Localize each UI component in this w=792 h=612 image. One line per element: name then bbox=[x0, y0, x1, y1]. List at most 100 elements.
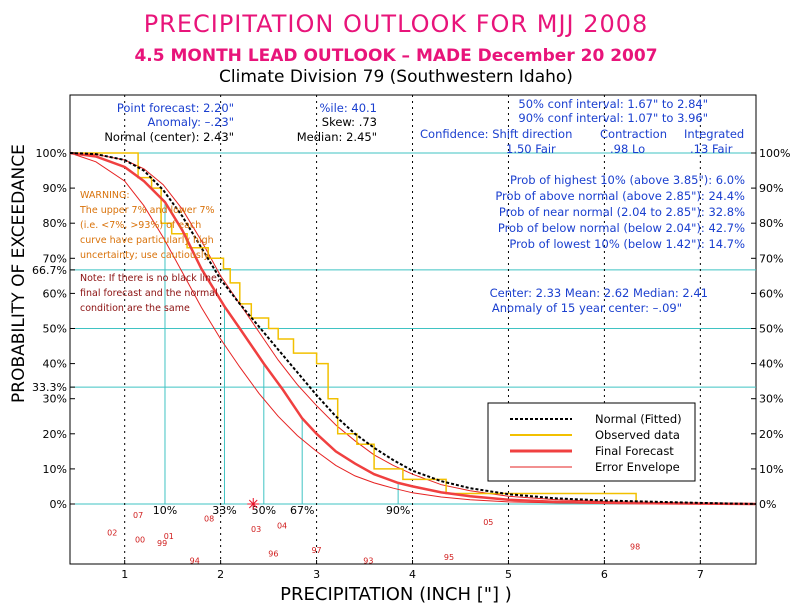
warning-line: curve have particularly high bbox=[80, 235, 214, 246]
note-text: Note: If there is no black line, final f… bbox=[80, 273, 220, 314]
error-envelope-lower-line bbox=[69, 152, 756, 505]
confidence-shift-label: Confidence: Shift direction bbox=[420, 127, 572, 141]
y-tick-label-right: 30% bbox=[759, 393, 783, 406]
warning-line: uncertainty; use cautiously. bbox=[80, 250, 211, 261]
note-line: final forecast and the normal bbox=[80, 288, 218, 299]
series-layer bbox=[69, 151, 757, 510]
prob-near: Prob of near normal (2.04 to 2.85"): 32.… bbox=[499, 205, 745, 219]
legend: Normal (Fitted) Observed data Final Fore… bbox=[487, 402, 696, 482]
conf-interval-90: 90% conf interval: 1.07" to 3.96" bbox=[518, 111, 708, 125]
point-forecast-marker bbox=[247, 498, 260, 510]
year-point-label: 05 bbox=[483, 518, 493, 527]
percentile: %ile: 40.1 bbox=[319, 101, 377, 115]
y-tick-label-left: 10% bbox=[43, 463, 67, 476]
year-point-label: 96 bbox=[268, 550, 278, 559]
year-point-label: 00 bbox=[135, 536, 145, 545]
x-tick-label: 7 bbox=[697, 568, 704, 581]
confidence-contraction-value: .98 Lo bbox=[610, 142, 645, 156]
y-tick-label-right: 100% bbox=[759, 147, 790, 160]
chart-subtitle: 4.5 MONTH LEAD OUTLOOK – MADE December 2… bbox=[134, 46, 658, 66]
warning-line: The upper 7% and lower 7% bbox=[79, 205, 215, 216]
year-point-label: 98 bbox=[630, 543, 640, 552]
climate-division: Climate Division 79 (Southwestern Idaho) bbox=[219, 67, 573, 87]
year-point-label: 01 bbox=[164, 532, 174, 541]
error-envelope-upper-line bbox=[69, 152, 757, 505]
year-point-label: 95 bbox=[444, 553, 454, 562]
year-point-label: 03 bbox=[251, 525, 261, 534]
x-tick-label: 2 bbox=[217, 568, 224, 581]
anomaly: Anomaly: –.23" bbox=[148, 115, 234, 129]
y-tick-label-right: 90% bbox=[759, 182, 783, 195]
warning-line: (i.e. <7%, >93%) of each bbox=[80, 220, 201, 231]
percentile-marker-label: 10% bbox=[153, 504, 177, 517]
conf-interval-50: 50% conf interval: 1.67" to 2.84" bbox=[518, 97, 708, 111]
year-point-label: 04 bbox=[277, 522, 287, 531]
percentile-marker-label: 33% bbox=[212, 504, 236, 517]
percentile-marker-label: 90% bbox=[386, 504, 410, 517]
probability-list: Prob of highest 10% (above 3.85"): 6.0% … bbox=[495, 173, 745, 251]
y-tick-label-left: 100% bbox=[36, 147, 67, 160]
y-tick-label-left: 40% bbox=[43, 358, 67, 371]
x-tick-label: 3 bbox=[313, 568, 320, 581]
y-tick-label-left: 50% bbox=[43, 323, 67, 336]
prob-lowest: Prob of lowest 10% (below 1.42"): 14.7% bbox=[509, 237, 745, 251]
x-axis-label: PRECIPITATION (INCH ["] ) bbox=[280, 584, 512, 605]
y-tick-label-left: 90% bbox=[43, 182, 67, 195]
percentile-marker-lines: 10% 33% 50% 67% 90% bbox=[153, 202, 410, 517]
legend-label-observed: Observed data bbox=[595, 428, 680, 442]
y-tick-label-right: 40% bbox=[759, 358, 783, 371]
grid bbox=[70, 95, 756, 564]
x-tick-label: 1 bbox=[121, 568, 128, 581]
median: Median: 2.45" bbox=[297, 130, 377, 144]
y-tick-label-right: 10% bbox=[759, 463, 783, 476]
year-point-label: 94 bbox=[190, 557, 200, 566]
percentile-marker-label: 67% bbox=[290, 504, 314, 517]
warning-line: WARNING: bbox=[80, 190, 130, 201]
y-tick-label-right: 70% bbox=[759, 252, 783, 265]
point-forecast-star-stroke bbox=[248, 499, 258, 509]
y-tick-label-right: 80% bbox=[759, 217, 783, 230]
year-point-label: 08 bbox=[204, 515, 214, 524]
normal-fitted-line bbox=[69, 152, 757, 505]
x-tick-label: 6 bbox=[601, 568, 608, 581]
chart-title: PRECIPITATION OUTLOOK FOR MJJ 2008 bbox=[143, 10, 649, 38]
y-tick-label-left: 60% bbox=[43, 287, 67, 300]
warning-text: WARNING: The upper 7% and lower 7% (i.e.… bbox=[79, 190, 215, 261]
prob-highest: Prob of highest 10% (above 3.85"): 6.0% bbox=[510, 173, 745, 187]
y-tick-label-right: 20% bbox=[759, 428, 783, 441]
y-tick-label-right: 0% bbox=[759, 498, 776, 511]
confidence-integrated-value: .13 Fair bbox=[690, 142, 733, 156]
y-tick-label-left: 66.7% bbox=[32, 264, 67, 277]
year-point-label: 02 bbox=[107, 529, 117, 538]
year-point-label: 07 bbox=[133, 511, 143, 520]
prob-below: Prob of below normal (below 2.04"): 42.7… bbox=[498, 221, 745, 235]
normal-center: Normal (center): 2.43" bbox=[104, 130, 234, 144]
skew: Skew: .73 bbox=[322, 115, 377, 129]
confidence-contraction-label: Contraction bbox=[600, 127, 667, 141]
center-mean-median: Center: 2.33 Mean: 2.62 Median: 2.41 bbox=[490, 286, 708, 300]
y-tick-label-left: 0% bbox=[50, 498, 67, 511]
y-tick-label-left: 30% bbox=[43, 393, 67, 406]
anomaly-15yr-center: Anomaly of 15 year center: –.09" bbox=[492, 301, 682, 315]
y-tick-label-right: 50% bbox=[759, 323, 783, 336]
legend-label-forecast: Final Forecast bbox=[595, 444, 674, 458]
year-point-label: 99 bbox=[157, 539, 167, 548]
legend-label-envelope: Error Envelope bbox=[595, 460, 680, 474]
prob-above: Prob of above normal (above 2.85"): 24.4… bbox=[495, 189, 745, 203]
note-line: condition are the same bbox=[80, 303, 190, 314]
legend-label-normal: Normal (Fitted) bbox=[595, 412, 682, 426]
percentile-marker-label: 50% bbox=[252, 504, 276, 517]
tick-labels: 1 2 3 4 5 6 70%10%20%30%33.3%40%50%60%66.7%70%… bbox=[32, 147, 790, 581]
y-tick-label-left: 70% bbox=[43, 252, 67, 265]
point-forecast: Point forecast: 2.20" bbox=[117, 101, 234, 115]
confidence-integrated-label: Integrated bbox=[684, 127, 744, 141]
year-point-label: 93 bbox=[363, 557, 373, 566]
x-tick-label: 5 bbox=[505, 568, 512, 581]
forecast-stats: Point forecast: 2.20" Anomaly: –.23" Nor… bbox=[104, 97, 744, 156]
legend-box bbox=[487, 402, 696, 482]
y-tick-label-right: 60% bbox=[759, 287, 783, 300]
y-tick-label-left: 80% bbox=[43, 217, 67, 230]
final-forecast-line bbox=[69, 151, 757, 506]
